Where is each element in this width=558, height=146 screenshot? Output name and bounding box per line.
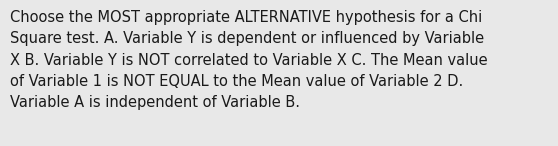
Text: Choose the MOST appropriate ALTERNATIVE hypothesis for a Chi
Square test. A. Var: Choose the MOST appropriate ALTERNATIVE … xyxy=(10,10,488,110)
